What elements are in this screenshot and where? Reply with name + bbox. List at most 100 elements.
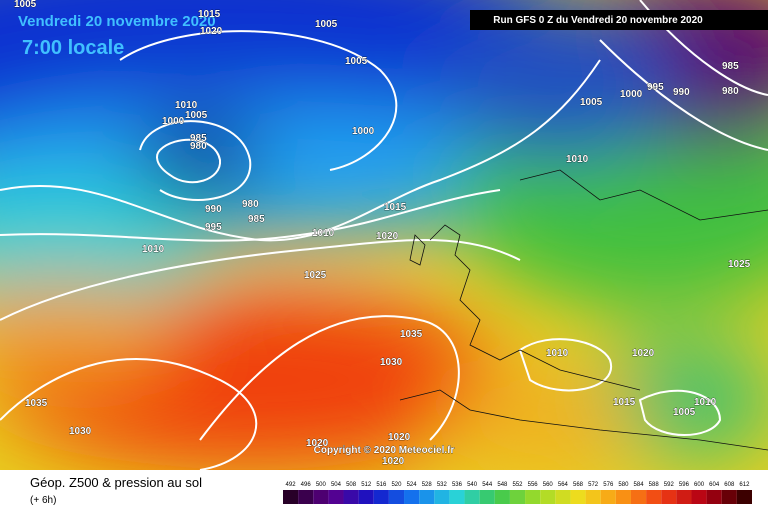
scale-label: 612 (739, 482, 750, 488)
legend-title: Géop. Z500 & pression au sol (30, 475, 202, 490)
legend-step: (+ 6h) (30, 495, 56, 506)
scale-label: 504 (331, 482, 342, 488)
isobar-label: 1010 (142, 244, 165, 255)
isobar-label: 1000 (352, 126, 375, 137)
isobar-label: 1035 (400, 329, 423, 340)
scale-label: 580 (618, 482, 629, 488)
scale-swatch (419, 490, 435, 504)
isobar-label: 1020 (632, 348, 655, 359)
run: Run GFS 0 Z du Vendredi 20 novembre 2020 (493, 15, 703, 26)
scale-label: 568 (573, 482, 584, 488)
scale-label: 572 (588, 482, 599, 488)
isobar-label: 1010 (312, 228, 335, 239)
scale-label: 552 (512, 482, 523, 488)
scale-label: 524 (407, 482, 418, 488)
isobar-label: 1025 (304, 270, 327, 281)
isobar-label: 1020 (200, 26, 223, 37)
isobar-label: 1035 (25, 398, 48, 409)
scale-swatch (313, 490, 329, 504)
scale-label: 564 (558, 482, 569, 488)
isobar-label: 1015 (198, 9, 221, 20)
scale-swatch (736, 490, 752, 504)
isobar-label: 980 (242, 199, 259, 210)
isobar-label: 985 (190, 133, 207, 144)
scale-swatch (343, 490, 359, 504)
isobar-label: 1005 (315, 19, 338, 30)
scale-label: 584 (634, 482, 645, 488)
isobar-label: 980 (190, 141, 207, 152)
isobar-label: 1000 (620, 89, 643, 100)
isobar-label: 1020 (382, 456, 405, 467)
scale-label: 588 (649, 482, 660, 488)
scale-label: 508 (346, 482, 357, 488)
scale-swatch (661, 490, 677, 504)
scale-label: 600 (694, 482, 705, 488)
isobar-label: 1000 (162, 116, 185, 127)
scale-label: 512 (361, 482, 372, 488)
scale-label: 592 (664, 482, 675, 488)
scale-swatch (540, 490, 556, 504)
scale-label: 500 (316, 482, 327, 488)
scale-label: 548 (497, 482, 508, 488)
scale-swatch (721, 490, 737, 504)
scale-label: 544 (482, 482, 493, 488)
isobar-label: 1015 (613, 397, 636, 408)
scale-swatch (570, 490, 586, 504)
scale-label: 596 (679, 482, 690, 488)
copyright: Copyright © 2020 Meteociel.fr (314, 445, 455, 456)
scale-label: 520 (391, 482, 402, 488)
date: Vendredi 20 novembre 2020 (18, 13, 216, 30)
isobar-label: 1030 (69, 426, 92, 437)
scale-swatch (373, 490, 389, 504)
isobar-label: 985 (248, 214, 265, 225)
isobar-label: 990 (673, 87, 690, 98)
isobar-label: 1025 (728, 259, 751, 270)
scale-swatch (494, 490, 510, 504)
isobar-label: 1020 (306, 438, 329, 449)
run-box (470, 10, 768, 30)
isobar-label: 1005 (345, 56, 368, 67)
scale-swatch (328, 490, 344, 504)
isobar-label: 1020 (388, 432, 411, 443)
scale-swatch (434, 490, 450, 504)
scale-label: 608 (724, 482, 735, 488)
scale-label: 604 (709, 482, 720, 488)
scale-label: 576 (603, 482, 614, 488)
scale-swatch (691, 490, 707, 504)
scale-swatch (358, 490, 374, 504)
scale-swatch (646, 490, 662, 504)
isobar-label: 1010 (175, 100, 198, 111)
scale-label: 496 (301, 482, 312, 488)
scale-swatch (555, 490, 571, 504)
isobar-label: 1010 (694, 397, 717, 408)
scale-swatch (479, 490, 495, 504)
isobar-label: 1010 (546, 348, 569, 359)
scale-label: 536 (452, 482, 463, 488)
scale-swatch (388, 490, 405, 504)
scale-label: 516 (376, 482, 387, 488)
isobar-label: 1010 (566, 154, 589, 165)
scale-swatch (585, 490, 601, 504)
time: 7:00 locale (22, 37, 124, 59)
isobar-label: 995 (205, 222, 222, 233)
scale-swatch (404, 490, 420, 504)
isobar-label: 1005 (673, 407, 696, 418)
isobar-label: 980 (722, 86, 739, 97)
scale-swatch (298, 490, 314, 504)
scale-label: 560 (543, 482, 554, 488)
coastlines (399, 169, 768, 451)
isobar-label: 1020 (376, 231, 399, 242)
isobar-label: 1005 (14, 0, 37, 10)
scale-label: 556 (528, 482, 539, 488)
isobar-label: 1015 (384, 202, 407, 213)
scale-swatch (600, 490, 616, 504)
isobar-label: 985 (722, 61, 739, 72)
scale-label: 528 (422, 482, 433, 488)
scale-label: 532 (437, 482, 448, 488)
scale-swatch (630, 490, 647, 504)
scale-swatch (283, 490, 299, 504)
isobar-label: 1005 (580, 97, 603, 108)
isobar-label: 995 (647, 82, 664, 93)
